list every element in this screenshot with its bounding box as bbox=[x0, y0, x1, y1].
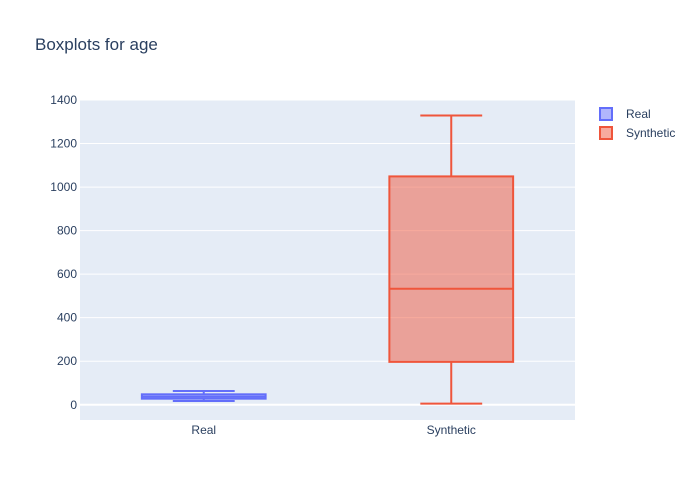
legend: Real Synthetic bbox=[599, 107, 675, 140]
x-tick-label: Synthetic bbox=[427, 423, 476, 437]
chart-title: Boxplots for age bbox=[35, 35, 158, 54]
x-axis-ticks: Real Synthetic bbox=[191, 423, 476, 437]
box-real bbox=[140, 390, 267, 403]
y-tick-label: 600 bbox=[57, 267, 77, 281]
y-tick-label: 1200 bbox=[50, 137, 77, 151]
legend-swatch bbox=[599, 107, 613, 121]
iqr-box bbox=[388, 175, 515, 363]
legend-label: Real bbox=[626, 107, 651, 121]
legend-item-synthetic: Synthetic bbox=[599, 126, 675, 140]
y-tick-label: 800 bbox=[57, 224, 77, 238]
legend-swatch bbox=[599, 126, 613, 140]
y-tick-label: 1000 bbox=[50, 180, 77, 194]
y-tick-label: 200 bbox=[57, 354, 77, 368]
y-tick-label: 400 bbox=[57, 311, 77, 325]
box-synthetic bbox=[388, 114, 515, 405]
boxes bbox=[140, 114, 515, 405]
legend-item-real: Real bbox=[599, 107, 651, 121]
legend-label: Synthetic bbox=[626, 126, 675, 140]
y-tick-label: 1400 bbox=[50, 93, 77, 107]
y-axis-ticks: 0 200 400 600 800 1000 1200 1400 bbox=[50, 93, 77, 412]
x-tick-label: Real bbox=[191, 423, 216, 437]
y-tick-label: 0 bbox=[70, 398, 77, 412]
